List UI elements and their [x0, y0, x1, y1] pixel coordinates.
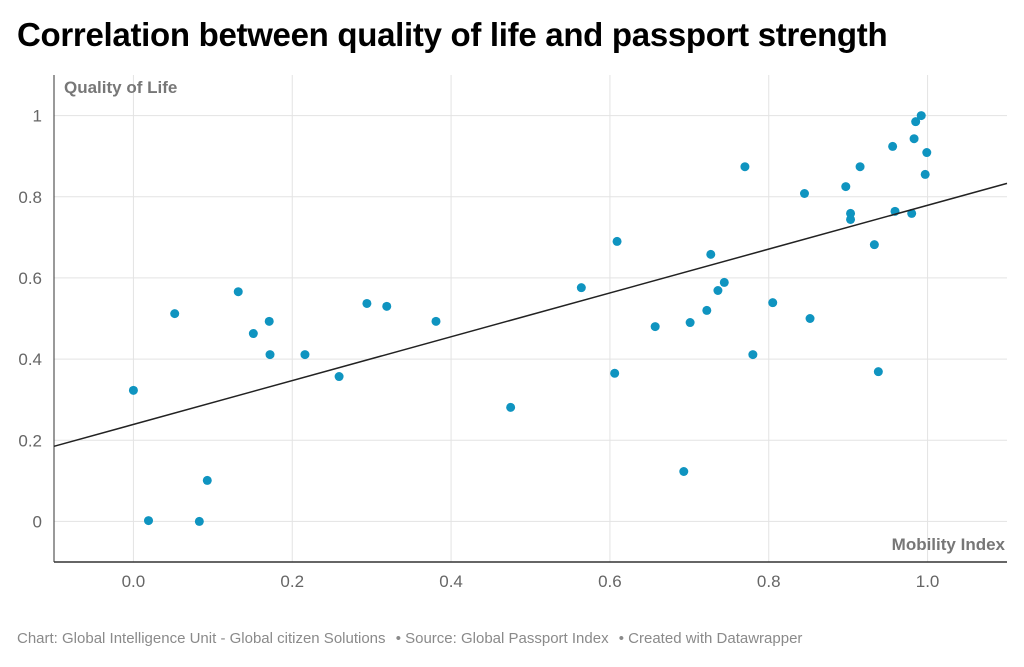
data-point	[144, 516, 154, 526]
data-point	[679, 466, 689, 476]
data-point	[706, 249, 716, 259]
data-point	[334, 372, 344, 382]
data-point	[265, 350, 275, 360]
data-point	[888, 141, 898, 151]
data-point	[846, 214, 856, 224]
x-axis-label: Mobility Index	[892, 535, 1006, 554]
data-point	[907, 208, 917, 218]
trend-line	[53, 182, 1008, 448]
data-point	[873, 367, 883, 377]
y-tick-label: 0.4	[18, 350, 42, 369]
data-point	[685, 318, 695, 328]
data-point	[170, 309, 180, 319]
data-point	[799, 189, 809, 199]
y-tick-label: 0.6	[18, 269, 42, 288]
chart-credit: Chart: Global Intelligence Unit - Global…	[17, 630, 386, 647]
data-point	[128, 385, 138, 395]
data-point	[768, 298, 778, 308]
data-point	[382, 301, 392, 311]
data-point	[702, 305, 712, 315]
y-axis-label: Quality of Life	[64, 78, 177, 97]
y-tick-label: 0	[33, 512, 42, 531]
data-point	[431, 316, 441, 326]
source-note: • Source: Global Passport Index	[395, 630, 609, 647]
data-point	[713, 285, 723, 295]
data-point	[194, 516, 204, 526]
data-point	[841, 182, 851, 192]
data-point	[909, 134, 919, 144]
y-tick-label: 1	[33, 107, 42, 126]
data-point	[719, 277, 729, 287]
y-tick-label: 0.2	[18, 431, 42, 450]
data-point	[916, 111, 926, 121]
x-tick-label: 0.2	[280, 572, 304, 591]
x-tick-label: 0.4	[439, 572, 463, 591]
created-with: • Created with Datawrapper	[618, 630, 803, 647]
data-point	[610, 368, 620, 378]
data-point	[805, 314, 815, 323]
data-point	[911, 117, 921, 127]
data-point	[264, 316, 274, 326]
data-point	[612, 236, 622, 246]
data-point	[300, 350, 310, 360]
data-point	[855, 162, 865, 172]
y-tick-label: 0.8	[18, 188, 42, 207]
data-point	[202, 475, 212, 485]
x-tick-label: 0.6	[598, 572, 622, 591]
data-point	[748, 350, 758, 360]
data-point	[650, 322, 660, 332]
x-tick-label: 0.0	[122, 572, 146, 591]
x-tick-label: 0.8	[757, 572, 781, 591]
x-tick-label: 1.0	[916, 572, 940, 591]
data-point	[740, 162, 750, 172]
data-point	[922, 148, 932, 158]
data-point	[576, 283, 586, 293]
data-point	[869, 240, 879, 250]
chart-footer: Chart: Global Intelligence Unit - Global…	[17, 630, 808, 647]
data-point	[506, 402, 516, 412]
data-point	[920, 169, 930, 179]
data-point	[362, 298, 372, 308]
data-point	[248, 329, 258, 339]
data-point	[233, 287, 243, 297]
chart-title: Correlation between quality of life and …	[17, 16, 888, 53]
